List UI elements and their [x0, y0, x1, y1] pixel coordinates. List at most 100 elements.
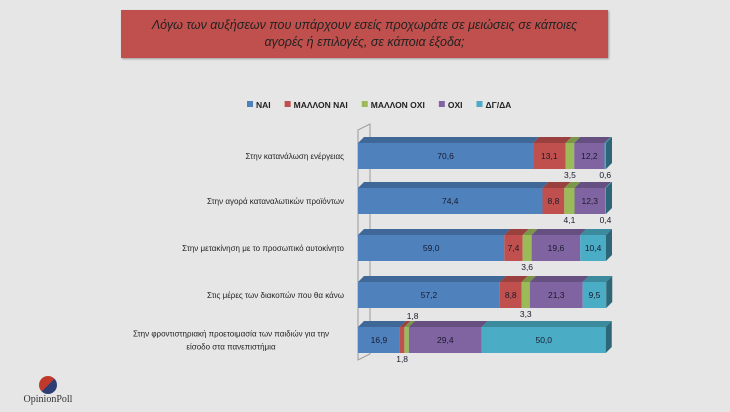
bar-top: [404, 321, 415, 327]
bar-top: [358, 276, 506, 282]
bar-segment: [533, 143, 566, 169]
bar-top: [574, 137, 611, 143]
bar-top: [580, 229, 612, 235]
data-label: 4,1: [564, 215, 576, 225]
legend-swatch: [284, 101, 291, 107]
category-label: είσοδο στα πανεπιστήμια: [186, 343, 276, 352]
bar-side: [605, 321, 612, 353]
bar-side: [606, 137, 612, 169]
data-label: 0,4: [600, 215, 612, 225]
bar-top: [358, 182, 549, 188]
bar-side: [606, 182, 612, 214]
bar-top: [358, 229, 511, 235]
bar-segment: [358, 327, 400, 353]
legend-swatch: [438, 101, 445, 107]
bar-segment: [605, 188, 606, 214]
bar-segment: [358, 143, 534, 169]
bar-top: [533, 137, 572, 143]
data-label: 12,2: [581, 151, 598, 161]
bar-segment: [529, 282, 583, 308]
data-label: 29,4: [437, 335, 454, 345]
data-label: 19,6: [548, 243, 565, 253]
data-label: 10,4: [585, 243, 602, 253]
bar-segment: [522, 235, 532, 261]
data-label: 8,8: [548, 196, 560, 206]
bar-segment: [531, 235, 581, 261]
bar-segment: [604, 143, 606, 169]
bar-top: [605, 182, 612, 188]
logo-icon: [39, 376, 57, 394]
bar-segment: [565, 143, 575, 169]
data-label: 50,0: [535, 335, 552, 345]
data-label: 70,6: [437, 151, 454, 161]
legend-label: ΜΑΛΛΟΝ ΟΧΙ: [371, 100, 425, 110]
data-label: 13,1: [541, 151, 558, 161]
bar-segment: [399, 327, 405, 353]
legend-label: ΟΧΙ: [448, 100, 463, 110]
logo-text: OpinionPoll: [23, 394, 73, 405]
data-label: 3,5: [564, 170, 576, 180]
bar-segment: [358, 282, 500, 308]
category-label: Στην κατανάλωση ενέργειας: [246, 152, 345, 161]
data-label: 74,4: [442, 196, 459, 206]
legend-swatch: [247, 101, 253, 107]
bar-top: [481, 321, 612, 327]
bar-top: [408, 321, 488, 327]
bar-segment: [542, 188, 565, 214]
opinionpoll-logo: OpinionPoll: [8, 376, 88, 405]
category-label: Στην αγορά καταναλωτικών προϊόντων: [207, 197, 344, 206]
bar-top: [504, 229, 529, 235]
data-label: 1,8: [396, 354, 408, 364]
bar-segment: [481, 327, 606, 353]
bar-top: [531, 229, 587, 235]
bar-segment: [404, 327, 409, 353]
bar-top: [564, 182, 581, 188]
bar-segment: [408, 327, 482, 353]
bar-segment: [504, 235, 523, 261]
bar-top: [565, 137, 581, 143]
data-label: 59,0: [423, 243, 440, 253]
bar-top: [604, 137, 612, 143]
category-label: Στις μέρες των διακοπών που θα κάνω: [207, 291, 344, 300]
bar-side: [606, 229, 612, 261]
bar-top: [399, 321, 411, 327]
bar-segment: [574, 188, 606, 214]
data-label: 0,6: [599, 170, 611, 180]
bar-top: [522, 229, 538, 235]
bar-segment: [358, 188, 543, 214]
bar-segment: [358, 235, 505, 261]
data-label: 21,3: [548, 290, 565, 300]
data-label: 1,8: [407, 311, 419, 321]
data-label: 57,2: [421, 290, 438, 300]
legend-swatch: [476, 101, 483, 107]
bar-side: [606, 276, 613, 308]
bar-segment: [521, 282, 530, 308]
bar-top: [358, 321, 406, 327]
bar-top: [499, 276, 528, 282]
bar-segment: [580, 235, 606, 261]
legend-label: ΔΓ/ΔΑ: [485, 100, 511, 110]
chart-title: Λόγω των αυξήσεων που υπάρχουν εσείς προ…: [121, 10, 608, 58]
data-label: 8,8: [505, 290, 517, 300]
bar-segment: [499, 282, 522, 308]
bar-top: [358, 137, 540, 143]
legend-label: ΜΑΛΛΟΝ ΝΑΙ: [294, 100, 348, 110]
category-label: Στην φροντιστηριακή προετοιμασία των παι…: [133, 330, 329, 339]
data-label: 9,5: [589, 290, 601, 300]
bar-segment: [574, 143, 605, 169]
data-label: 16,9: [371, 335, 388, 345]
legend-label: ΝΑΙ: [256, 100, 271, 110]
legend-swatch: [361, 101, 368, 107]
data-label: 3,6: [521, 262, 533, 272]
category-label: Στην μετακίνηση με το προσωπικό αυτοκίνη…: [182, 244, 344, 253]
bar-top: [529, 276, 589, 282]
bar-top: [542, 182, 571, 188]
data-label: 3,3: [520, 309, 532, 319]
bar-top: [521, 276, 536, 282]
data-label: 7,4: [508, 243, 520, 253]
bar-top: [574, 182, 612, 188]
bar-top: [582, 276, 613, 282]
data-label: 12,3: [581, 196, 598, 206]
bar-segment: [582, 282, 607, 308]
